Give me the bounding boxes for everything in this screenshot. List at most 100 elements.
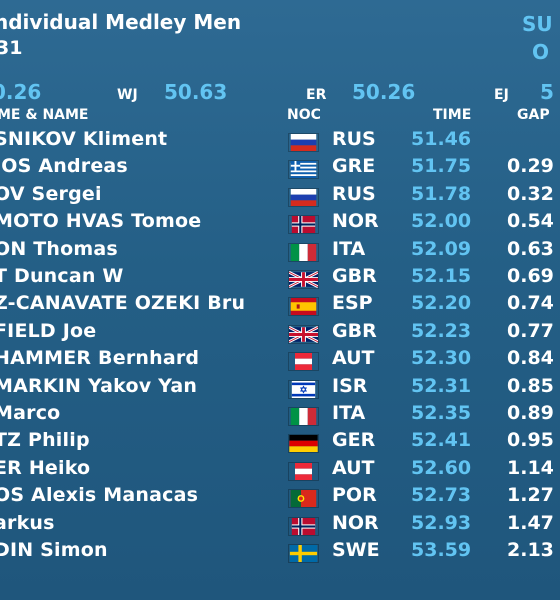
italy-flag-icon [288, 407, 319, 426]
athlete-name: TZ Philip [0, 429, 90, 452]
uk-flag-icon [288, 270, 319, 289]
time-gap: 0.85 [507, 374, 554, 397]
time-gap: 0.54 [507, 210, 554, 233]
athlete-name: ON Thomas [0, 237, 118, 260]
athlete-name: MOTO HVAS Tomoe [0, 210, 202, 233]
noc-code: NOR [332, 210, 379, 233]
time-gap: 0.32 [507, 182, 554, 205]
noc-code: GBR [332, 319, 377, 342]
israel-flag-icon [288, 379, 319, 399]
greece-flag-icon [288, 160, 319, 180]
result-row: FIELD Joe GBR 52.23 0.77 [0, 318, 560, 345]
swim-time: 51.78 [411, 182, 472, 205]
russia-flag-icon [288, 187, 319, 207]
result-row: DIN Simon SWE 53.59 2.13 [0, 537, 560, 564]
result-row: Marco ITA 52.35 0.89 [0, 400, 560, 427]
record-er-label: ER [306, 87, 327, 103]
result-row: SNIKOV Kliment RUS 51.46 [0, 126, 560, 153]
time-gap: 0.63 [507, 237, 554, 260]
swim-time: 52.09 [411, 237, 472, 260]
noc-code: SWE [332, 539, 380, 561]
swim-time: 52.00 [411, 210, 472, 233]
result-row: ER Heiko AUT 52.60 1.14 [0, 455, 560, 482]
time-gap: 0.69 [507, 265, 554, 287]
swim-time: 52.31 [411, 374, 472, 397]
swim-time: 51.75 [411, 155, 472, 178]
time-gap: 1.14 [507, 456, 554, 479]
noc-code: AUT [332, 347, 375, 370]
portugal-flag-icon [288, 489, 319, 509]
norway-flag-icon [288, 215, 319, 235]
russia-flag-icon [288, 133, 319, 152]
athlete-name: IOS Andreas [0, 155, 128, 178]
time-gap: 0.84 [507, 347, 554, 370]
record-wj-value: 50.63 [164, 80, 228, 104]
side-heading-line2: O [532, 40, 550, 64]
noc-code: ITA [332, 402, 366, 424]
column-header-name: ME & NAME [0, 107, 89, 123]
result-row: HAMMER Bernhard AUT 52.30 0.84 [0, 345, 560, 372]
athlete-name: MARKIN Yakov Yan [0, 374, 198, 397]
time-gap: 0.95 [507, 429, 554, 452]
noc-code: GBR [332, 265, 377, 287]
athlete-name: T Duncan W [0, 265, 124, 287]
athlete-name: OS Alexis Manacas [0, 484, 199, 507]
result-row: MOTO HVAS Tomoe NOR 52.00 0.54 [0, 208, 560, 235]
athlete-name: Marco [0, 402, 61, 424]
result-row: OV Sergei RUS 51.78 0.32 [0, 181, 560, 208]
record-ej-value: 5 [540, 80, 554, 104]
result-row: arkus NOR 52.93 1.47 [0, 510, 560, 537]
time-gap: 0.89 [507, 402, 554, 424]
time-gap: 0.29 [507, 155, 554, 178]
column-header-noc: NOC [287, 107, 321, 123]
event-title: ndividual Medley Men [0, 10, 242, 34]
column-header-time: TIME [433, 107, 472, 123]
uk-flag-icon [288, 324, 319, 344]
swim-time: 52.41 [411, 429, 472, 452]
athlete-name: HAMMER Bernhard [0, 347, 200, 370]
spain-flag-icon [288, 297, 319, 317]
noc-code: AUT [332, 456, 375, 479]
germany-flag-icon [288, 434, 319, 454]
athlete-name: Z-CANAVATE OZEKI Bru [0, 292, 246, 315]
time-gap: 0.77 [507, 319, 554, 342]
result-row: MARKIN Yakov Yan ISR 52.31 0.85 [0, 373, 560, 400]
noc-code: ITA [332, 237, 366, 260]
swim-time: 52.93 [411, 511, 472, 534]
swim-time: 51.46 [411, 128, 472, 150]
athlete-name: DIN Simon [0, 539, 108, 561]
norway-flag-icon [288, 516, 319, 536]
event-subtitle: 31 [0, 37, 23, 59]
swim-time: 52.60 [411, 456, 472, 479]
column-header-gap: GAP [517, 107, 550, 123]
austria-flag-icon [288, 352, 319, 372]
italy-flag-icon [288, 242, 319, 262]
athlete-name: arkus [0, 511, 55, 534]
noc-code: POR [332, 484, 377, 507]
austria-flag-icon [288, 461, 319, 481]
noc-code: RUS [332, 182, 376, 205]
athlete-name: SNIKOV Kliment [0, 128, 168, 150]
result-row: OS Alexis Manacas POR 52.73 1.27 [0, 482, 560, 509]
result-row: IOS Andreas GRE 51.75 0.29 [0, 153, 560, 180]
swim-time: 52.30 [411, 347, 472, 370]
athlete-name: OV Sergei [0, 182, 102, 205]
athlete-name: FIELD Joe [0, 319, 97, 342]
noc-code: RUS [332, 128, 376, 150]
record-wj-label: WJ [117, 87, 138, 103]
record-er-value: 50.26 [352, 80, 416, 104]
swim-time: 52.15 [411, 265, 472, 287]
result-row: T Duncan W GBR 52.15 0.69 [0, 263, 560, 290]
result-row: Z-CANAVATE OZEKI Bru ESP 52.20 0.74 [0, 290, 560, 317]
noc-code: GRE [332, 155, 376, 178]
swim-time: 52.73 [411, 484, 472, 507]
noc-code: ESP [332, 292, 373, 315]
noc-code: GER [332, 429, 376, 452]
swim-time: 52.20 [411, 292, 472, 315]
athlete-name: ER Heiko [0, 456, 91, 479]
time-gap: 1.47 [507, 511, 554, 534]
noc-code: ISR [332, 374, 368, 397]
time-gap: 0.74 [507, 292, 554, 315]
sweden-flag-icon [288, 544, 319, 563]
